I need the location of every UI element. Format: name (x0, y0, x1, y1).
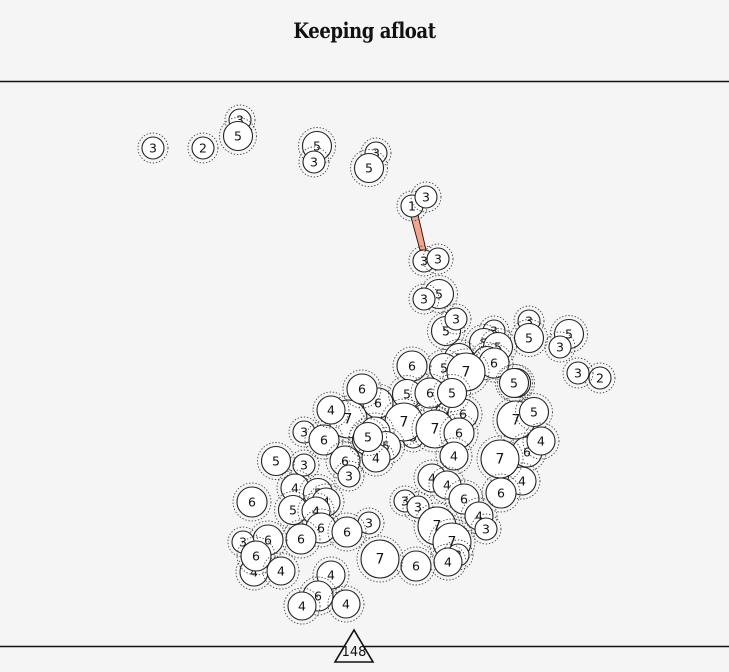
ball-value: 7 (496, 452, 505, 468)
ball-value: 4 (291, 481, 299, 496)
ball-value: 6 (297, 532, 305, 547)
ball-value: 5 (234, 129, 242, 144)
ball-value: 6 (317, 521, 325, 536)
ball-value: 3 (422, 190, 430, 205)
ball: 4 (313, 392, 349, 428)
ball-value: 5 (510, 376, 518, 391)
ball-value: 6 (490, 356, 498, 371)
ball: 4 (328, 586, 364, 622)
ball-value: 5 (364, 430, 372, 445)
ball-value: 4 (327, 403, 335, 418)
ball-value: 3 (434, 252, 442, 267)
ball-value: 3 (482, 522, 490, 537)
ball-value: 3 (452, 312, 460, 327)
ball-value: 5 (448, 386, 456, 401)
ball-value: 4 (518, 474, 526, 489)
score-display: 148 (342, 645, 367, 660)
ball-value: 5 (289, 503, 297, 518)
ball-value: 5 (272, 454, 280, 469)
ball-value: 5 (403, 387, 411, 402)
balls-layer: 3235533513335353353235553565575575664476… (138, 105, 615, 624)
ball-value: 4 (372, 451, 380, 466)
ball-value: 6 (248, 495, 256, 510)
ball-value: 5 (530, 405, 538, 420)
ball-value: 4 (537, 434, 545, 449)
ball-value: 7 (400, 415, 409, 431)
ball-value: 3 (300, 458, 308, 473)
ball-value: 1 (408, 199, 416, 214)
ball-value: 4 (298, 599, 306, 614)
ball-value: 3 (420, 292, 428, 307)
ball: 7 (357, 536, 403, 582)
ball-value: 4 (450, 449, 458, 464)
ball-value: 2 (199, 141, 207, 156)
ball-value: 6 (374, 396, 382, 411)
ball-value: 3 (414, 500, 422, 515)
ball: 3 (563, 358, 593, 388)
ball-value: 3 (149, 141, 157, 156)
ball-value: 3 (345, 469, 353, 484)
ball-value: 6 (358, 382, 366, 397)
ball: 6 (397, 547, 435, 585)
ball-value: 3 (574, 366, 582, 381)
ball-value: 6 (320, 433, 328, 448)
ball-value: 6 (426, 386, 434, 401)
ball-value: 6 (343, 525, 351, 540)
ball-value: 6 (252, 549, 260, 564)
ball: 5 (258, 443, 295, 480)
ball: 6 (328, 513, 366, 551)
ball-value: 4 (444, 555, 452, 570)
ball-value: 6 (408, 359, 416, 374)
ball-value: 5 (365, 161, 373, 176)
ball-value: 3 (310, 155, 318, 170)
ball: 6 (233, 483, 271, 521)
ball-value: 6 (412, 559, 420, 574)
ball-value: 6 (497, 486, 505, 501)
ball-value: 6 (460, 492, 468, 507)
ball-value: 7 (376, 552, 385, 568)
ball-value: 2 (596, 371, 604, 386)
ball: 6 (282, 520, 320, 558)
ball-value: 3 (556, 340, 564, 355)
ball: 2 (585, 363, 615, 393)
ball-value: 5 (525, 331, 533, 346)
ball-value: 4 (277, 564, 285, 579)
ball: 3 (138, 133, 168, 163)
ball-value: 7 (462, 365, 471, 381)
ball-value: 4 (342, 597, 350, 612)
ball-value: 7 (431, 422, 440, 438)
ball: 2 (188, 133, 218, 163)
ball: 3 (471, 514, 501, 544)
ball-value: 3 (365, 516, 373, 531)
